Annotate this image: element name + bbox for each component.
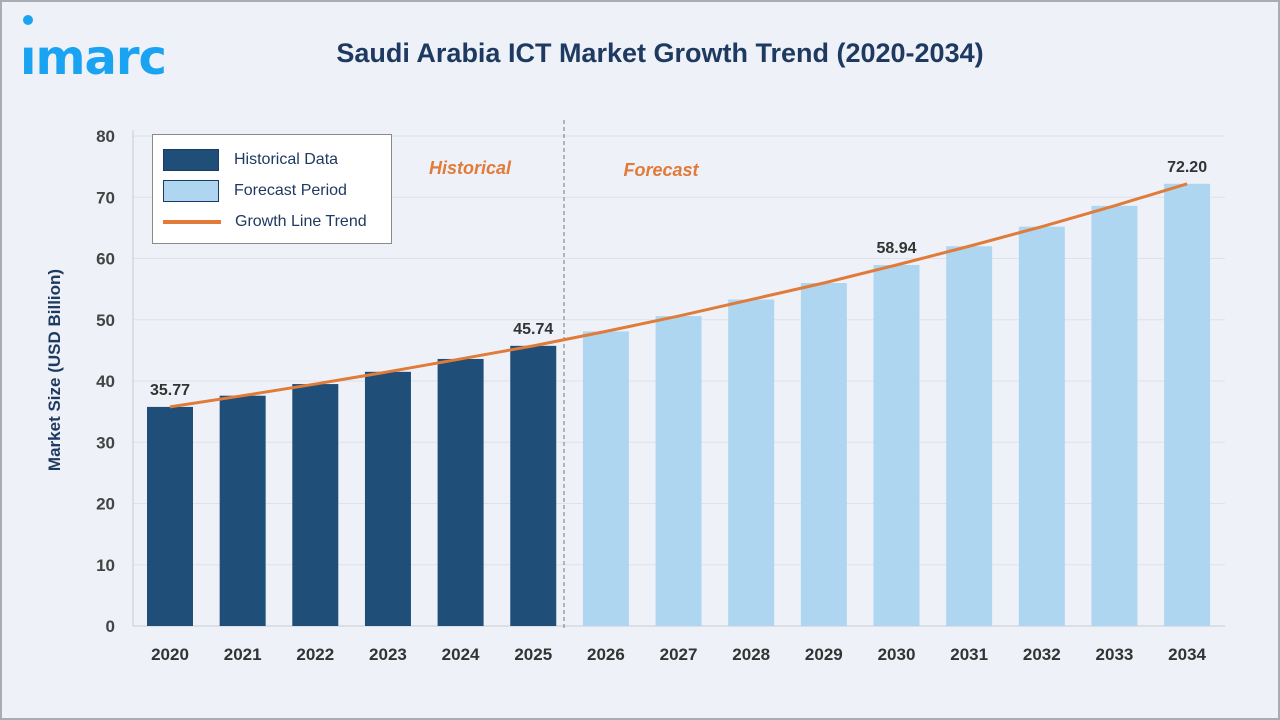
y-axis-label: Market Size (USD Billion) xyxy=(45,269,64,471)
bar-2034 xyxy=(1164,183,1211,626)
y-tick-label: 20 xyxy=(96,495,115,514)
x-tick-label: 2026 xyxy=(587,645,625,664)
x-tick-label: 2025 xyxy=(514,645,552,664)
bar-2023 xyxy=(364,371,411,626)
x-tick-label: 2034 xyxy=(1168,645,1206,664)
y-tick-label: 80 xyxy=(96,127,115,146)
growth-trend-line xyxy=(169,182,1188,409)
legend: Historical Data Forecast Period Growth L… xyxy=(152,134,392,244)
legend-item-growth: Growth Line Trend xyxy=(163,210,367,234)
legend-swatch-historical xyxy=(163,149,219,171)
x-tick-label: 2030 xyxy=(878,645,916,664)
y-tick-label: 50 xyxy=(96,311,115,330)
bar-2020 xyxy=(147,406,193,626)
y-tick-label: 70 xyxy=(96,188,115,207)
bar-2028 xyxy=(728,299,775,626)
legend-label-growth: Growth Line Trend xyxy=(235,213,367,230)
x-tick-label: 2024 xyxy=(442,645,480,664)
y-tick-label: 40 xyxy=(96,372,115,391)
data-label-2030: 58.94 xyxy=(876,240,916,257)
x-tick-label: 2022 xyxy=(296,645,334,664)
legend-label-historical: Historical Data xyxy=(234,151,339,168)
bar-2032 xyxy=(1018,226,1065,626)
data-label-2020: 35.77 xyxy=(150,382,190,399)
bar-2027 xyxy=(655,316,702,626)
x-tick-label: 2033 xyxy=(1096,645,1134,664)
bar-2025 xyxy=(510,345,557,626)
legend-label-forecast: Forecast Period xyxy=(234,182,347,199)
imarc-logo: ımarc xyxy=(20,14,210,89)
data-label-2025: 45.74 xyxy=(513,321,553,338)
data-label-2034: 72.20 xyxy=(1167,159,1207,176)
y-tick-label: 10 xyxy=(96,556,115,575)
x-tick-label: 2029 xyxy=(805,645,843,664)
bar-2030 xyxy=(873,264,920,626)
imarc-logo-mark: ımarc xyxy=(20,15,167,86)
x-tick-label: 2027 xyxy=(660,645,698,664)
bar-2026 xyxy=(582,331,629,626)
y-tick-label: 60 xyxy=(96,250,115,269)
legend-swatch-forecast xyxy=(163,180,219,202)
legend-swatch-growth xyxy=(163,220,221,224)
bar-2029 xyxy=(800,283,847,626)
bar-2022 xyxy=(292,384,339,626)
bar-2033 xyxy=(1091,205,1138,626)
y-tick-label: 30 xyxy=(96,433,115,452)
bar-2024 xyxy=(437,358,484,626)
x-tick-label: 2028 xyxy=(732,645,770,664)
legend-item-forecast: Forecast Period xyxy=(163,179,347,203)
annotation-forecast: Forecast xyxy=(623,160,699,180)
x-tick-label: 2032 xyxy=(1023,645,1061,664)
x-tick-label: 2023 xyxy=(369,645,407,664)
bar-2031 xyxy=(946,246,993,626)
svg-text:ımarc: ımarc xyxy=(20,30,166,84)
x-tick-label: 2021 xyxy=(224,645,262,664)
y-tick-label: 0 xyxy=(106,617,115,636)
legend-item-historical: Historical Data xyxy=(163,148,338,172)
x-tick-label: 2031 xyxy=(950,645,988,664)
chart-title: Saudi Arabia ICT Market Growth Trend (20… xyxy=(336,38,984,68)
annotation-historical: Historical xyxy=(429,158,512,178)
x-tick-label: 2020 xyxy=(151,645,189,664)
bar-2021 xyxy=(219,395,266,626)
